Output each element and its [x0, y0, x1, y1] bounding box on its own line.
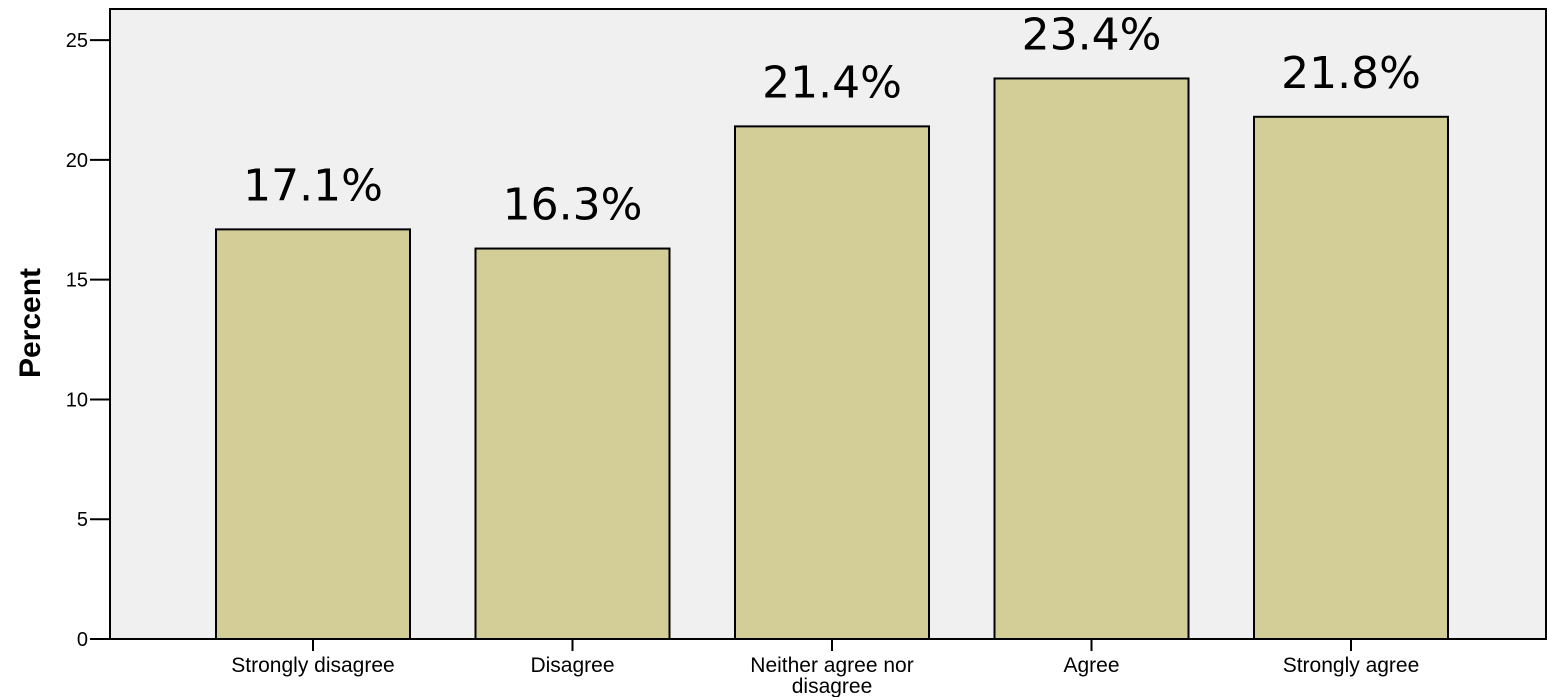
- bar-3: [993, 77, 1190, 641]
- y-tick-label-2: 10: [66, 389, 88, 411]
- x-tick-label-4: Strongly agree: [1283, 654, 1420, 677]
- x-tick-label-0: Strongly disagree: [231, 654, 394, 677]
- x-tick-label-1: Disagree: [530, 654, 614, 677]
- y-tick-label-4: 20: [66, 150, 88, 172]
- y-tick-label-1: 5: [77, 509, 88, 531]
- data-label-0: 17.1%: [243, 160, 383, 211]
- data-label-4: 21.8%: [1281, 48, 1421, 99]
- data-label-3: 23.4%: [1022, 9, 1162, 60]
- y-axis: 0 5 10 15 20 25: [66, 30, 110, 651]
- bar-2: [734, 125, 930, 641]
- y-tick-label-3: 15: [66, 270, 88, 292]
- bar-4: [1253, 115, 1449, 640]
- y-tick-label-0: 0: [77, 629, 88, 651]
- data-label-1: 16.3%: [503, 180, 643, 231]
- x-axis: Strongly disagree Disagree Neither agree n…: [231, 639, 1419, 697]
- x-tick-label-3: Agree: [1063, 654, 1119, 677]
- bar-1: [474, 247, 671, 640]
- bars-group: 17.1% 16.3% 21.4% 23.4% 21.8%: [215, 9, 1449, 641]
- x-tick-label-2-line-1: disagree: [792, 675, 873, 697]
- y-axis-title: Percent: [14, 268, 47, 378]
- bar-0: [215, 228, 411, 641]
- data-label-2: 21.4%: [762, 57, 902, 108]
- y-tick-label-5: 25: [66, 30, 88, 52]
- x-tick-label-2: Neither agree nor: [750, 654, 913, 677]
